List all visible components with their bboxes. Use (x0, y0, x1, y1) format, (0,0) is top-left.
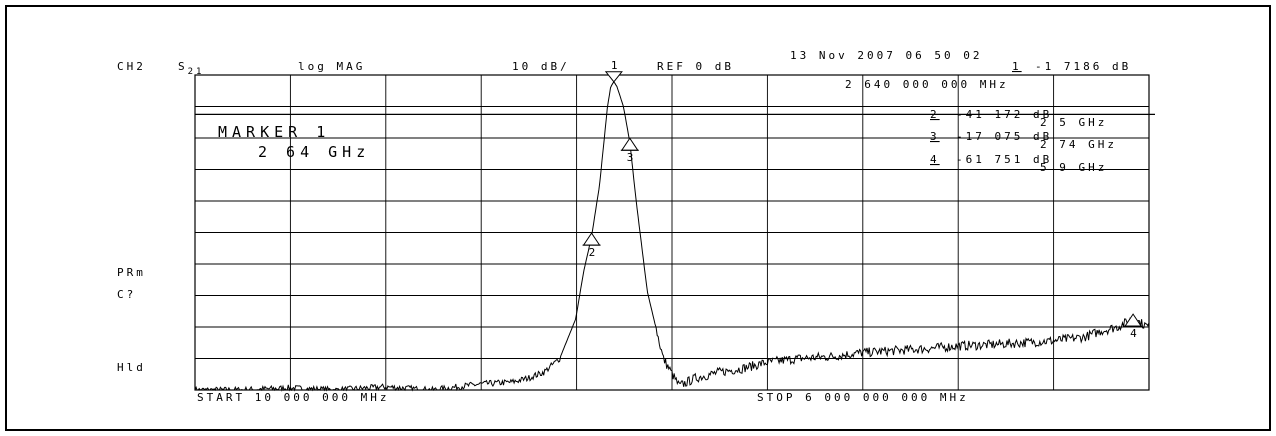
trace-line (194, 81, 1150, 392)
scale-label: 10 dB/ (512, 60, 570, 73)
marker-3-value: -17 075 dB (956, 130, 1052, 143)
plot-frame (5, 5, 1271, 431)
marker-layer: 1 2 3 4 (582, 59, 1143, 340)
marker-box-title: MARKER 1 (218, 123, 330, 141)
marker-number: 2 (589, 246, 599, 259)
marker-4: 4 (1124, 313, 1143, 340)
marker-2: 2 (582, 232, 601, 259)
marker-triangle (620, 137, 639, 151)
active-marker-frequency: 2 640 000 000 MHz (845, 78, 1009, 91)
start-label: START 10 000 000 MHz (197, 391, 389, 404)
plot-grid (194, 74, 1155, 391)
marker-number: 1 (611, 59, 621, 72)
c-label: C? (117, 288, 136, 301)
marker-number: 4 (1130, 327, 1140, 340)
marker-4-index: 4 (930, 153, 940, 166)
marker-4-frequency: 5 9 GHz (1040, 161, 1107, 174)
marker-3: 3 (620, 137, 639, 164)
marker-3-index: 3 (930, 130, 940, 143)
datetime-label: 13 Nov 2007 06 50 02 (790, 49, 982, 62)
trace-layer (194, 81, 1150, 392)
marker-2-frequency: 2 5 GHz (1040, 116, 1107, 129)
parameter-label: S21 (178, 60, 204, 77)
marker-4-value: -61 751 dB (956, 153, 1052, 166)
channel-label: CH2 (117, 60, 146, 73)
stop-label: STOP 6 000 000 000 MHz (757, 391, 969, 404)
marker-number: 3 (627, 151, 637, 164)
reference-label: REF 0 dB (657, 60, 734, 73)
hld-label: Hld (117, 361, 146, 374)
marker-list: 2 -41 172 dB 2 5 GHz 3 -17 075 dB 2 74 G… (930, 108, 1117, 174)
prm-label: PRm (117, 266, 146, 279)
active-marker-index: 1 (1012, 60, 1022, 73)
marker-3-frequency: 2 74 GHz (1040, 138, 1117, 151)
marker-triangle (604, 71, 623, 83)
marker-box-value: 2 64 GHz (258, 143, 370, 161)
active-marker-value: -1 7186 dB (1035, 60, 1131, 73)
format-label: log MAG (298, 60, 365, 73)
marker-triangle (582, 232, 601, 246)
marker-1: 1 (604, 59, 623, 83)
